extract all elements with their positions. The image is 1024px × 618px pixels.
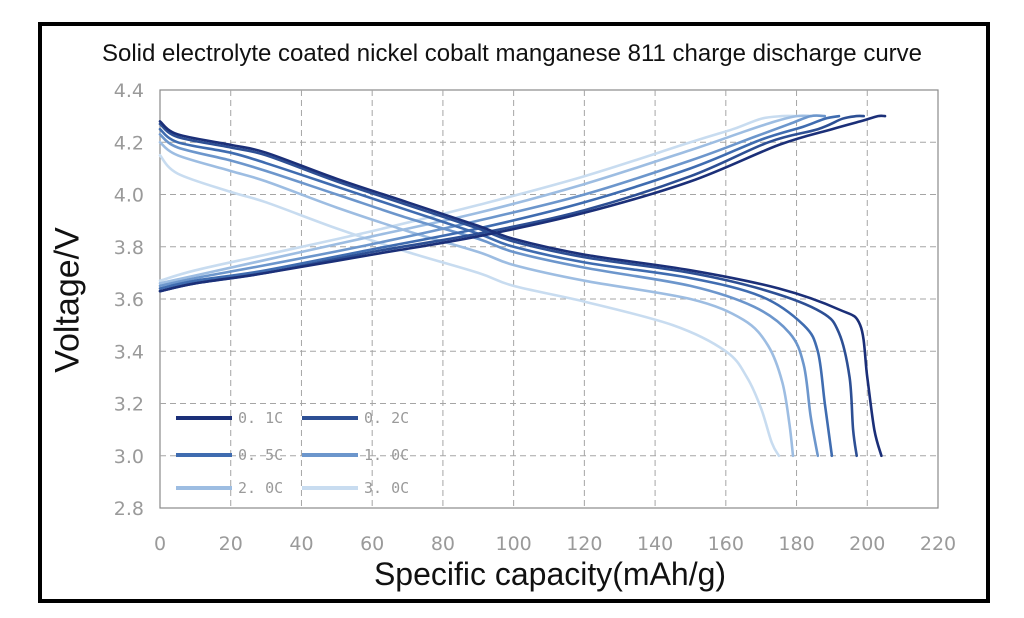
legend-label: 2. 0C: [238, 479, 283, 497]
y-tick-label: 4.0: [114, 185, 144, 207]
x-axis-ticks: 0 20 40 60 80 100 120 140 160 180 200 220: [154, 533, 956, 555]
legend-label: 1. 0C: [364, 446, 409, 464]
series-02c-discharge-line: [158, 122, 858, 458]
y-axis-ticks: 2.8 3.0 3.2 3.4 3.6 3.8 4.0 4.2 4.4: [114, 80, 144, 520]
chart-title: Solid electrolyte coated nickel cobalt m…: [101, 40, 923, 67]
y-tick-label: 4.2: [114, 132, 144, 154]
series-05c-discharge-line: [158, 127, 834, 458]
y-tick-label: 3.4: [114, 341, 144, 363]
x-tick-label: 80: [431, 533, 455, 555]
series-30c-discharge-line: [158, 154, 781, 458]
y-tick-label: 3.0: [114, 446, 144, 468]
series-10c-discharge-line: [158, 133, 820, 458]
y-tick-label: 3.2: [114, 394, 144, 416]
x-tick-label: 120: [566, 533, 602, 555]
legend-label: 0. 2C: [364, 409, 409, 427]
legend-label: 0. 5C: [238, 446, 283, 464]
x-tick-label: 40: [289, 533, 313, 555]
legend-label: 3. 0C: [364, 479, 409, 497]
x-tick-label: 0: [154, 533, 166, 555]
legend-label: 0. 1C: [238, 409, 283, 427]
x-tick-label: 180: [778, 533, 814, 555]
series-01c-discharge-line: [158, 120, 883, 458]
x-tick-label: 200: [849, 533, 885, 555]
x-tick-label: 220: [920, 533, 956, 555]
plot-area: [159, 89, 939, 509]
legend: 0. 1C 0. 2C 0. 5C 1. 0C 2. 0C 3. 0C: [176, 409, 409, 497]
plot-border: [159, 89, 939, 509]
x-tick-label: 160: [708, 533, 744, 555]
y-tick-label: 4.4: [114, 80, 144, 102]
y-axis-label: Voltage/V: [48, 227, 87, 373]
x-tick-label: 60: [360, 533, 384, 555]
x-tick-label: 100: [496, 533, 532, 555]
y-tick-label: 3.8: [114, 237, 144, 259]
x-axis-label: Specific capacity(mAh/g): [373, 556, 727, 592]
x-tick-label: 140: [637, 533, 673, 555]
x-tick-label: 20: [219, 533, 243, 555]
y-tick-label: 3.6: [114, 289, 144, 311]
series-30c-charge-line: [158, 114, 798, 282]
y-tick-label: 2.8: [114, 498, 144, 520]
series-01c-charge-line: [158, 114, 887, 293]
series-05c-charge-line: [158, 114, 841, 290]
series-20c-discharge-line: [158, 141, 795, 458]
series-20c-charge-line: [158, 114, 812, 285]
series-10c-charge-line: [158, 114, 827, 288]
series-lines: [158, 114, 887, 458]
